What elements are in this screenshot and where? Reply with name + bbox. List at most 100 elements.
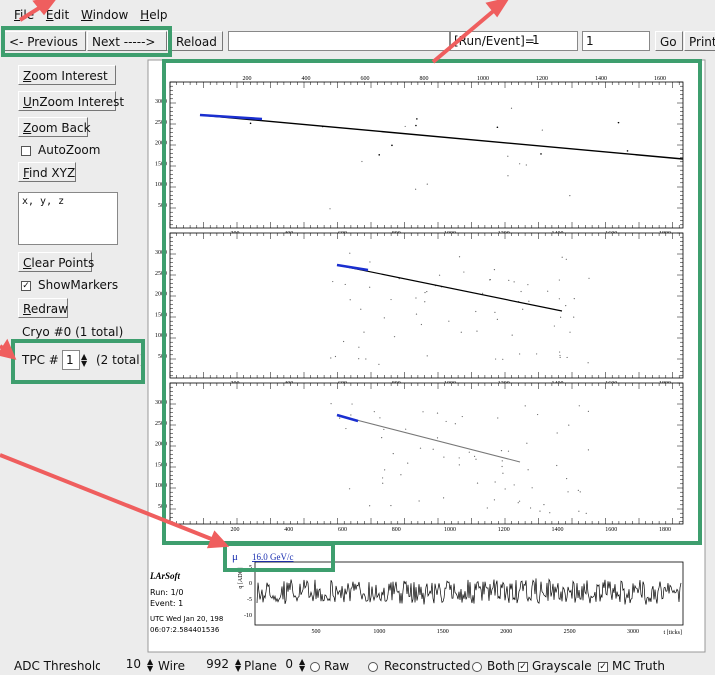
hit-dot xyxy=(566,478,567,479)
time-label: UTC Wed Jan 20, 198 xyxy=(150,615,223,623)
hit-dot xyxy=(437,437,438,438)
hit-dot xyxy=(588,449,589,450)
hit-dot xyxy=(477,483,478,484)
app-window: File Edit Window Help <- Previous Next -… xyxy=(0,0,715,674)
hit-dot xyxy=(540,153,542,155)
hit-dot xyxy=(559,355,560,356)
hit-dot xyxy=(573,316,574,317)
hit-dot xyxy=(557,432,558,433)
hit-dot xyxy=(565,305,566,306)
x-tick-label: 1000 xyxy=(477,76,489,82)
y-tick-label: -10 xyxy=(244,613,252,619)
hit-dot xyxy=(588,411,589,412)
hit-dot xyxy=(507,175,508,176)
hit-dot xyxy=(494,269,495,270)
hit-dot xyxy=(382,483,383,484)
hit-dot xyxy=(427,355,428,356)
hit-dot xyxy=(559,298,560,299)
hit-dot xyxy=(339,417,340,418)
hit-dot xyxy=(559,279,560,280)
hit-dot xyxy=(519,501,520,502)
x-tick-label: 600 xyxy=(338,527,347,533)
hit-dot xyxy=(566,259,567,260)
hit-dot xyxy=(508,280,509,281)
hit-dot xyxy=(554,325,555,326)
hit-dot xyxy=(502,359,503,360)
hit-dot xyxy=(383,429,384,430)
x-axis-title: t [ticks] xyxy=(664,630,683,636)
hit-dot xyxy=(381,437,382,438)
hit-dot xyxy=(507,156,508,157)
hit-dot xyxy=(369,287,370,288)
hit-dot xyxy=(487,507,488,508)
hit-dot xyxy=(343,341,344,342)
hit-dot xyxy=(363,332,364,333)
hit-dot xyxy=(345,284,346,285)
hit-dot xyxy=(519,163,520,164)
hit-dot xyxy=(494,312,495,313)
x-tick-label: 3000 xyxy=(627,629,639,635)
hit-dot xyxy=(502,460,503,461)
hit-dot xyxy=(518,502,519,503)
hit-dot xyxy=(495,358,496,359)
hit-dot xyxy=(433,449,434,450)
hit-dot xyxy=(358,347,359,348)
legend-particle: μ xyxy=(232,551,238,563)
hit-dot xyxy=(547,291,548,292)
hit-dot xyxy=(568,425,569,426)
hit-dot xyxy=(461,332,462,333)
hit-dot xyxy=(567,357,568,358)
hit-dot xyxy=(443,456,444,457)
hit-dot xyxy=(420,448,421,449)
software-label: LArSoft xyxy=(149,571,181,581)
hit-dot xyxy=(475,459,476,460)
hit-dot xyxy=(497,319,498,320)
hit-dot xyxy=(350,299,351,300)
x-tick-label: 200 xyxy=(243,76,252,82)
hit-dot xyxy=(532,487,533,488)
hit-dot xyxy=(559,351,560,352)
x-tick-label: 1400 xyxy=(552,527,564,533)
hit-dot xyxy=(378,364,379,365)
hit-dot xyxy=(627,150,629,152)
hit-dot xyxy=(512,335,513,336)
hit-dot xyxy=(522,309,523,310)
x-tick-label: 1600 xyxy=(654,76,666,82)
hit-dot xyxy=(424,301,425,302)
hit-dot xyxy=(580,491,581,492)
hit-dot xyxy=(497,417,498,418)
hit-dot xyxy=(462,416,463,417)
hit-dot xyxy=(459,457,460,458)
hit-dot xyxy=(329,208,330,209)
hit-dot xyxy=(421,324,422,325)
page: Event Display { "menu": ["File", "Edit",… xyxy=(0,0,715,674)
hit-dot xyxy=(439,275,440,276)
hit-dot xyxy=(560,357,561,358)
hit-dot xyxy=(378,154,380,156)
hit-dot xyxy=(349,488,350,489)
x-tick-label: 1200 xyxy=(536,76,548,82)
x-tick-label: 1200 xyxy=(498,527,510,533)
hit-dot xyxy=(369,261,370,262)
hit-dot xyxy=(405,429,406,430)
hit-dot xyxy=(382,477,383,478)
hit-dot xyxy=(416,118,418,120)
hit-dot xyxy=(511,108,512,109)
hit-dot xyxy=(415,125,417,127)
hit-dot xyxy=(374,411,375,412)
hit-dot xyxy=(330,403,331,404)
hit-dot xyxy=(618,122,620,124)
hit-dot xyxy=(578,490,579,491)
x-tick-label: 400 xyxy=(284,527,293,533)
x-tick-label: 400 xyxy=(302,76,311,82)
highlight-box xyxy=(3,28,170,55)
x-tick-label: 1400 xyxy=(595,76,607,82)
x-tick-label: 800 xyxy=(420,76,429,82)
hit-dot xyxy=(574,298,575,299)
hit-dot xyxy=(588,362,589,363)
hit-dot xyxy=(365,358,366,359)
hit-dot xyxy=(459,256,460,257)
hit-dot xyxy=(416,314,417,315)
y-tick-label: 0 xyxy=(249,581,252,587)
hit-dot xyxy=(579,405,580,406)
